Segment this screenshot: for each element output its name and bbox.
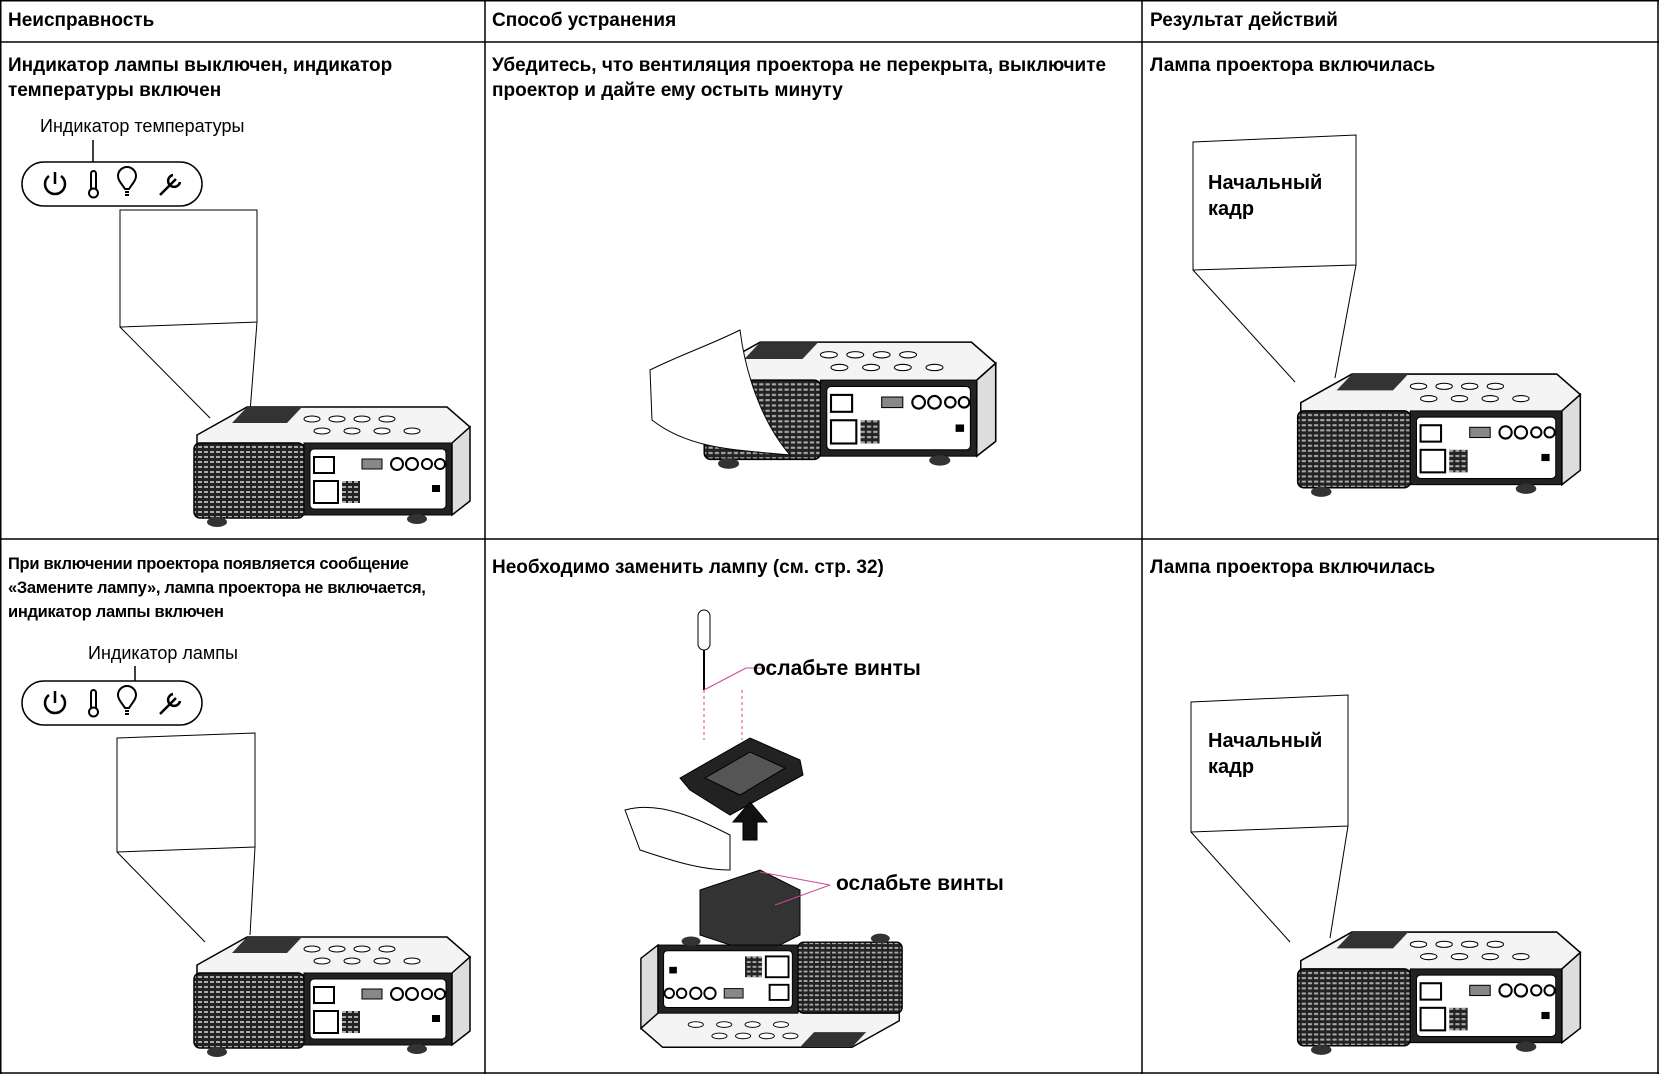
screen-label: Начальный кадр xyxy=(1208,172,1323,220)
illustration xyxy=(1192,134,1357,383)
problem-text: При включении проектора появляется сообщ… xyxy=(8,555,426,621)
problem-text: Индикатор лампы выключен, индикатор темп… xyxy=(8,55,393,101)
result-text: Лампа проектора включилась xyxy=(1150,557,1436,578)
header-cell: Результат действий xyxy=(1150,10,1338,31)
header-cell: Способ устранения xyxy=(492,10,677,31)
result-text: Лампа проектора включилась xyxy=(1150,55,1436,76)
paper-sheet xyxy=(649,329,792,456)
indicator-panel xyxy=(21,161,203,207)
header-cell: Неисправность xyxy=(8,10,155,31)
indicator-label: Индикатор температуры xyxy=(40,116,245,136)
callout: ослабьте винты xyxy=(836,872,1004,895)
solution-text: Убедитесь, что вентиляция проектора не п… xyxy=(492,55,1107,101)
callout: ослабьте винты xyxy=(753,657,921,680)
projector xyxy=(639,932,904,1049)
indicator-panel xyxy=(21,680,203,726)
illustration xyxy=(1190,694,1349,943)
projector xyxy=(1296,930,1582,1057)
projector xyxy=(1296,372,1582,499)
screen-label: Начальный кадр xyxy=(1208,730,1323,778)
projector xyxy=(193,936,471,1058)
illustration xyxy=(624,609,831,956)
indicator-label: Индикатор лампы xyxy=(88,643,238,663)
illustration xyxy=(116,666,256,943)
projector xyxy=(193,406,471,528)
illustration xyxy=(92,140,258,419)
solution-text: Необходимо заменить лампу (см. стр. 32) xyxy=(492,557,884,578)
